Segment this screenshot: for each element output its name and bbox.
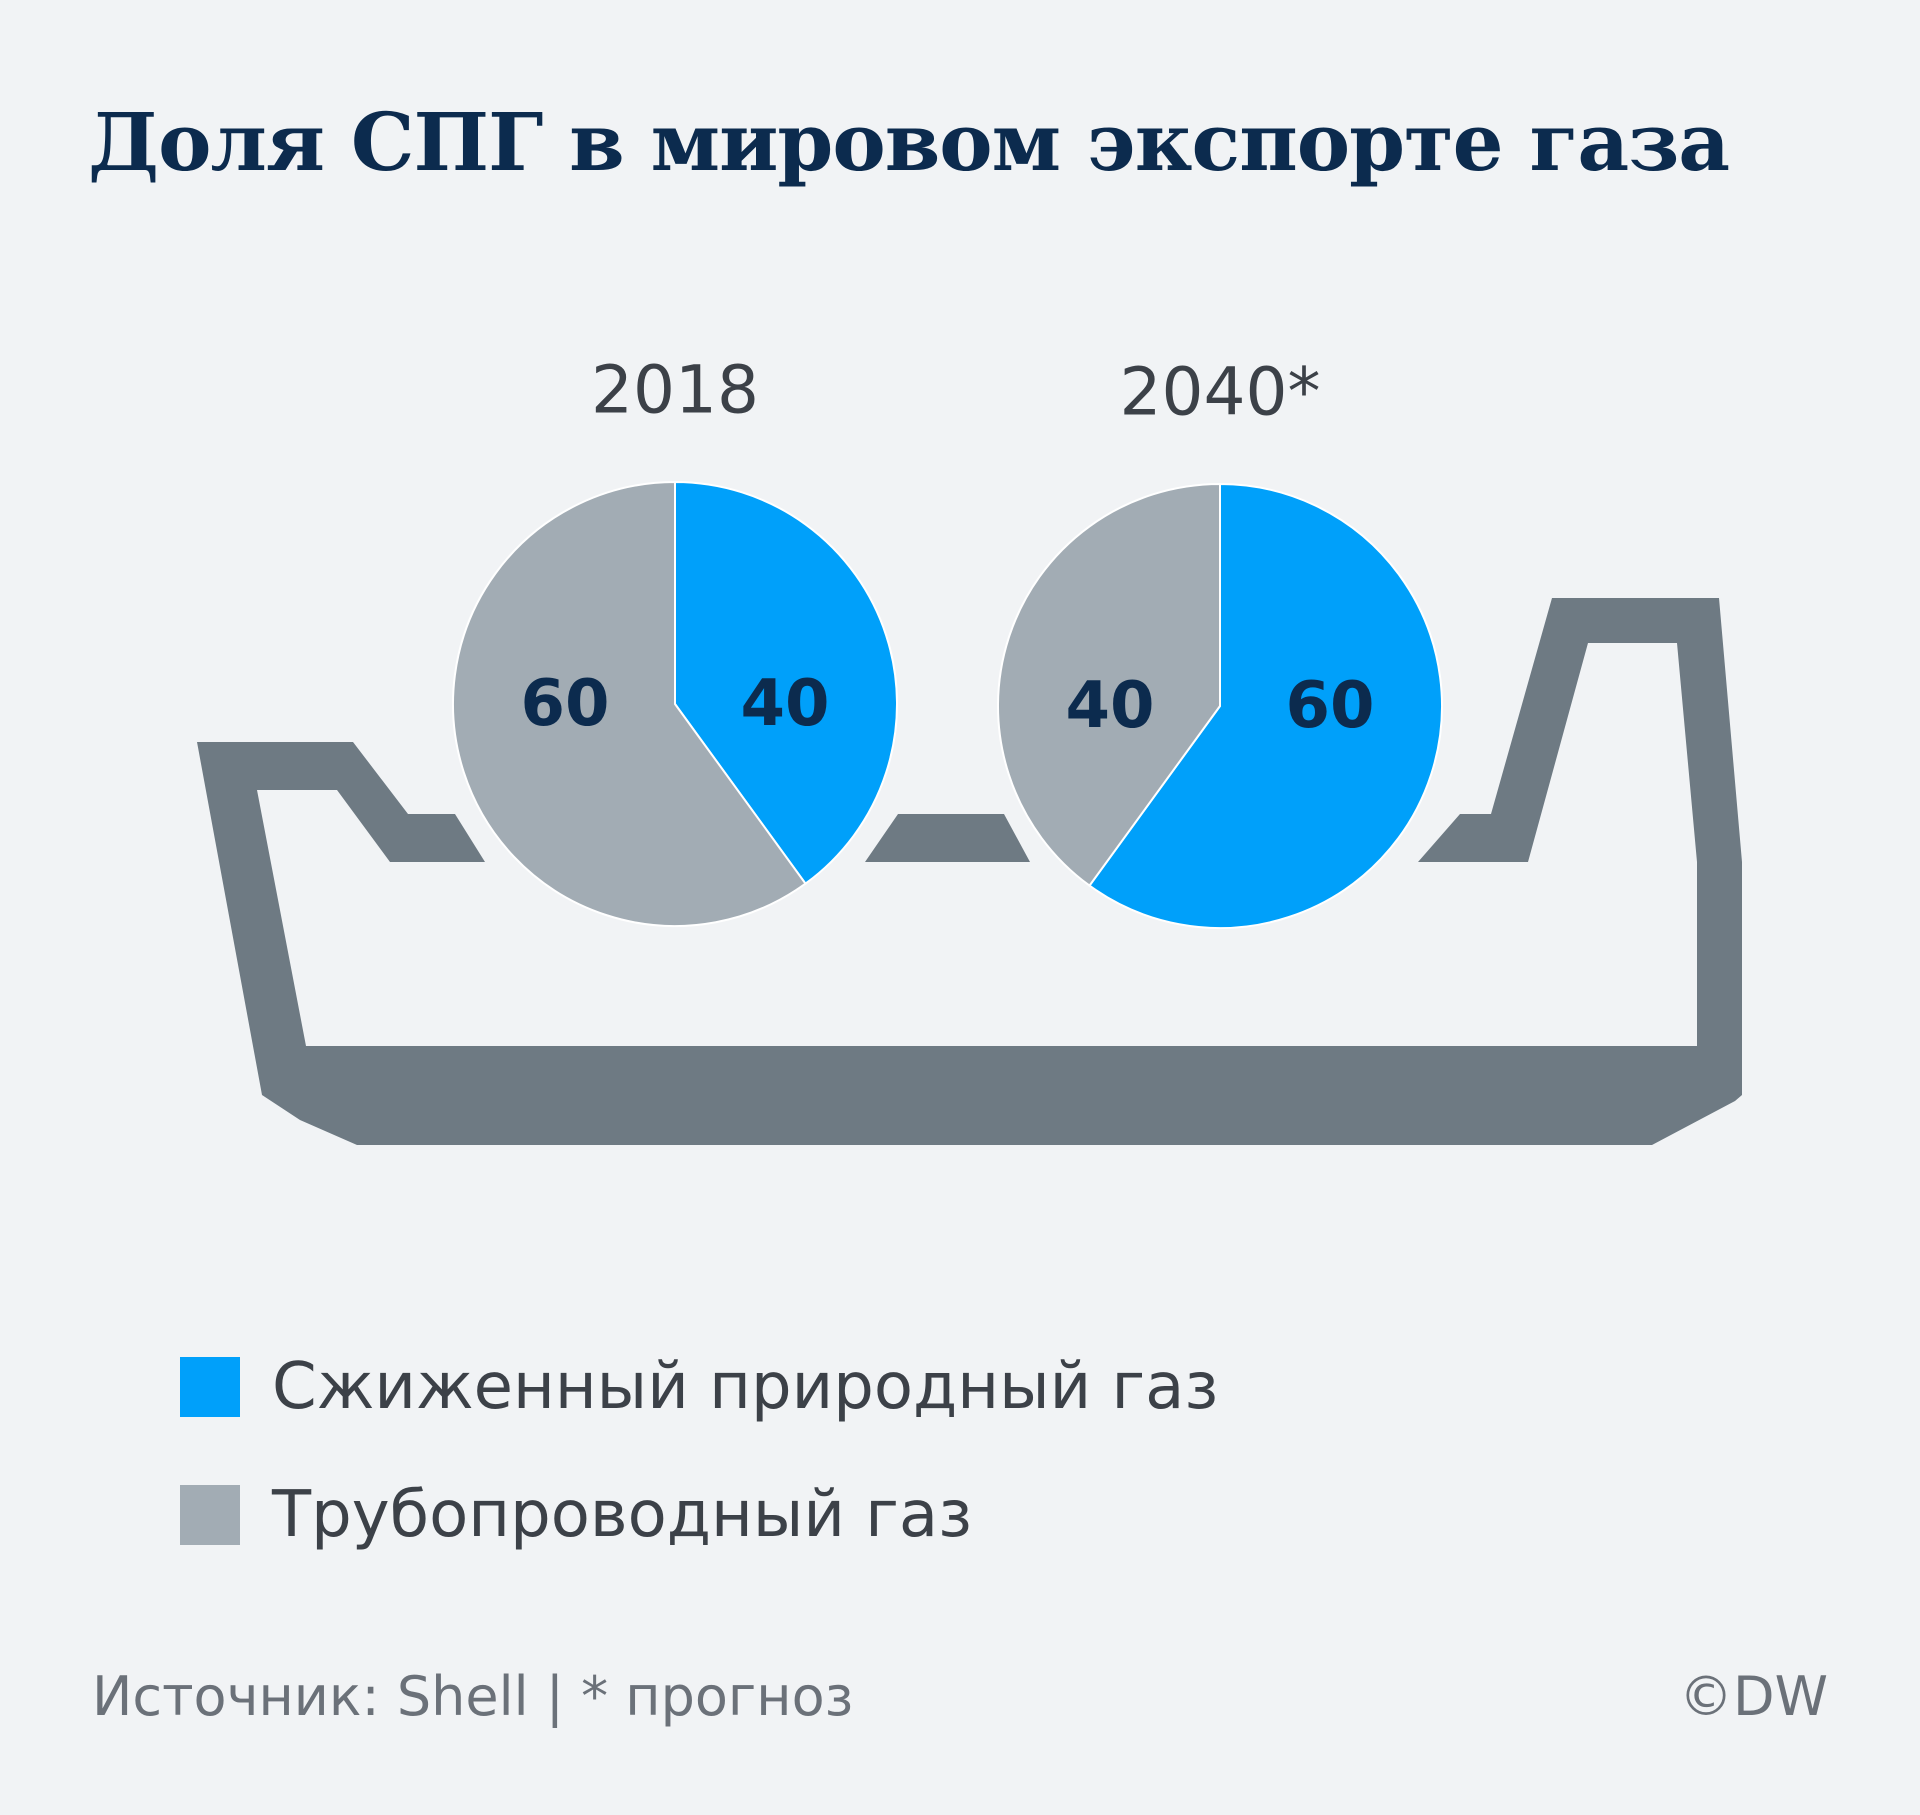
pie-0-slice-0 — [674, 480, 899, 885]
pie-1-slice-0 — [1088, 482, 1443, 929]
legend-item-pipeline: Трубопроводный газ — [180, 1478, 972, 1552]
legend-item-lng: Сжиженный природный газ — [180, 1350, 1218, 1424]
pie-0-value-label-1: 60 — [520, 667, 609, 741]
copyright-credit: ©DW — [1679, 1665, 1828, 1728]
pie-0-value-label-0: 40 — [740, 667, 829, 741]
pie-0-slice-1 — [452, 480, 807, 927]
pie-1-title: 2040* — [1120, 354, 1321, 431]
legend-swatch-pipeline — [180, 1485, 240, 1545]
pie-0-title: 2018 — [591, 352, 759, 429]
pie-1-value-label-0: 60 — [1285, 669, 1374, 743]
tanker-ship-icon — [197, 598, 1742, 1145]
pie-1-value-label-1: 40 — [1065, 669, 1154, 743]
legend-label-pipeline: Трубопроводный газ — [272, 1478, 973, 1552]
source-note: Источник: Shell | * прогноз — [92, 1665, 854, 1728]
legend-label-lng: Сжиженный природный газ — [272, 1350, 1219, 1424]
chart-title: Доля СПГ в мировом экспорте газа — [88, 95, 1730, 189]
legend-swatch-lng — [180, 1357, 240, 1417]
pie-1-slice-1 — [996, 482, 1221, 887]
